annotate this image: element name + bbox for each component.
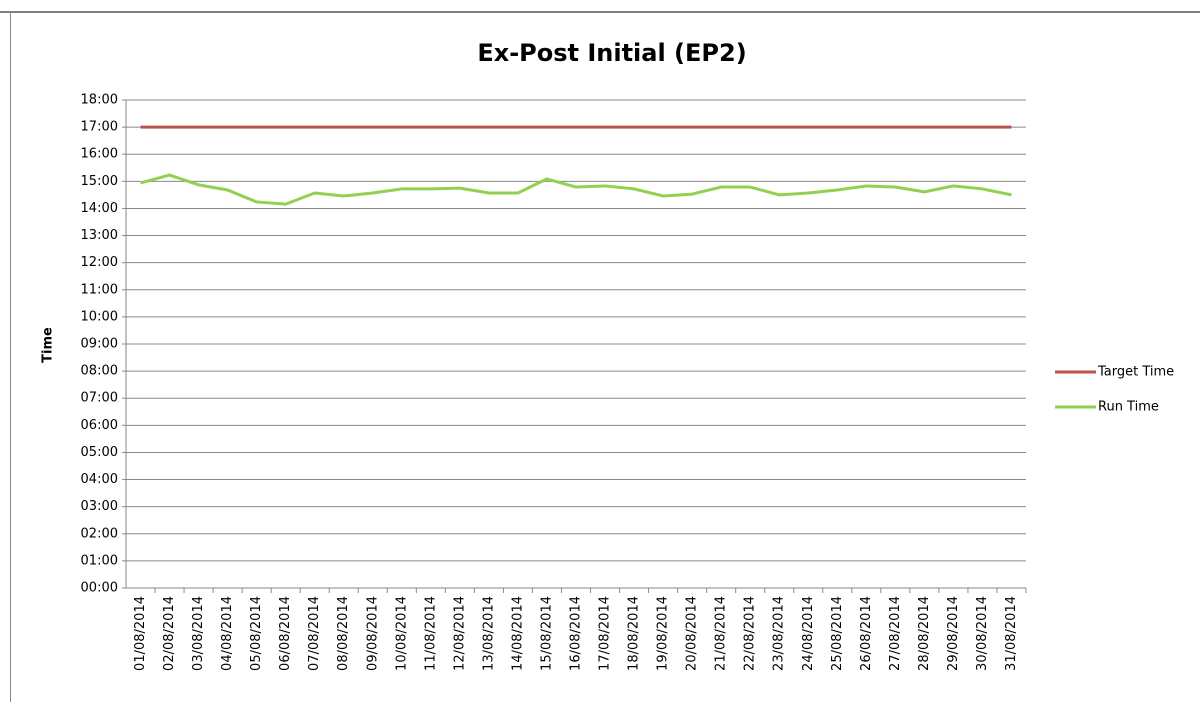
y-tick-label: 08:00 xyxy=(81,364,118,379)
y-tick-label: 01:00 xyxy=(81,553,118,568)
x-tick-label: 20/08/2014 xyxy=(685,596,700,671)
x-tick-label: 13/08/2014 xyxy=(481,596,496,671)
legend-label: Run Time xyxy=(1098,400,1159,415)
x-tick-label: 19/08/2014 xyxy=(656,596,671,671)
y-tick-label: 13:00 xyxy=(81,228,118,243)
x-tick-label: 30/08/2014 xyxy=(975,596,990,671)
legend-label: Target Time xyxy=(1097,365,1174,380)
x-tick-label: 05/08/2014 xyxy=(249,596,264,671)
x-tick-label: 15/08/2014 xyxy=(539,596,554,671)
x-tick-label: 16/08/2014 xyxy=(569,596,584,671)
x-tick-label: 18/08/2014 xyxy=(627,596,642,671)
x-tick-label: 31/08/2014 xyxy=(1004,596,1019,671)
y-tick-label: 14:00 xyxy=(81,201,118,216)
x-tick-label: 26/08/2014 xyxy=(859,596,874,671)
y-tick-label: 11:00 xyxy=(81,282,118,297)
x-tick-label: 03/08/2014 xyxy=(191,596,206,671)
x-tick-label: 10/08/2014 xyxy=(394,596,409,671)
y-tick-label: 07:00 xyxy=(81,391,118,406)
y-tick-label: 17:00 xyxy=(81,120,118,135)
x-tick-label: 07/08/2014 xyxy=(307,596,322,671)
y-tick-label: 04:00 xyxy=(81,472,118,487)
y-tick-label: 06:00 xyxy=(81,418,118,433)
y-tick-label: 12:00 xyxy=(81,255,118,270)
y-axis-title: Time xyxy=(41,327,56,363)
y-tick-label: 03:00 xyxy=(81,499,118,514)
y-tick-label: 16:00 xyxy=(81,147,118,162)
x-tick-label: 01/08/2014 xyxy=(133,596,148,671)
x-tick-label: 29/08/2014 xyxy=(946,596,961,671)
y-tick-label: 10:00 xyxy=(81,309,118,324)
y-tick-label: 18:00 xyxy=(81,93,118,108)
y-tick-label: 15:00 xyxy=(81,174,118,189)
x-tick-label: 09/08/2014 xyxy=(365,596,380,671)
y-tick-label: 02:00 xyxy=(81,526,118,541)
x-tick-label: 17/08/2014 xyxy=(598,596,613,671)
x-tick-label: 22/08/2014 xyxy=(743,596,758,671)
x-tick-label: 11/08/2014 xyxy=(423,596,438,671)
x-tick-label: 23/08/2014 xyxy=(772,596,787,671)
x-tick-label: 21/08/2014 xyxy=(714,596,729,671)
y-tick-label: 00:00 xyxy=(81,581,118,596)
x-tick-label: 02/08/2014 xyxy=(162,596,177,671)
x-tick-label: 08/08/2014 xyxy=(336,596,351,671)
series-line xyxy=(140,173,1012,206)
x-tick-label: 24/08/2014 xyxy=(801,596,816,671)
x-tick-label: 28/08/2014 xyxy=(917,596,932,671)
x-tick-label: 25/08/2014 xyxy=(830,596,845,671)
x-tick-label: 06/08/2014 xyxy=(278,596,293,671)
y-tick-label: 05:00 xyxy=(81,445,118,460)
x-tick-label: 27/08/2014 xyxy=(888,596,903,671)
y-tick-label: 09:00 xyxy=(81,337,118,352)
x-tick-label: 12/08/2014 xyxy=(452,596,467,671)
x-tick-label: 04/08/2014 xyxy=(220,596,235,671)
x-tick-label: 14/08/2014 xyxy=(510,596,525,671)
chart-title: Ex-Post Initial (EP2) xyxy=(477,39,746,67)
